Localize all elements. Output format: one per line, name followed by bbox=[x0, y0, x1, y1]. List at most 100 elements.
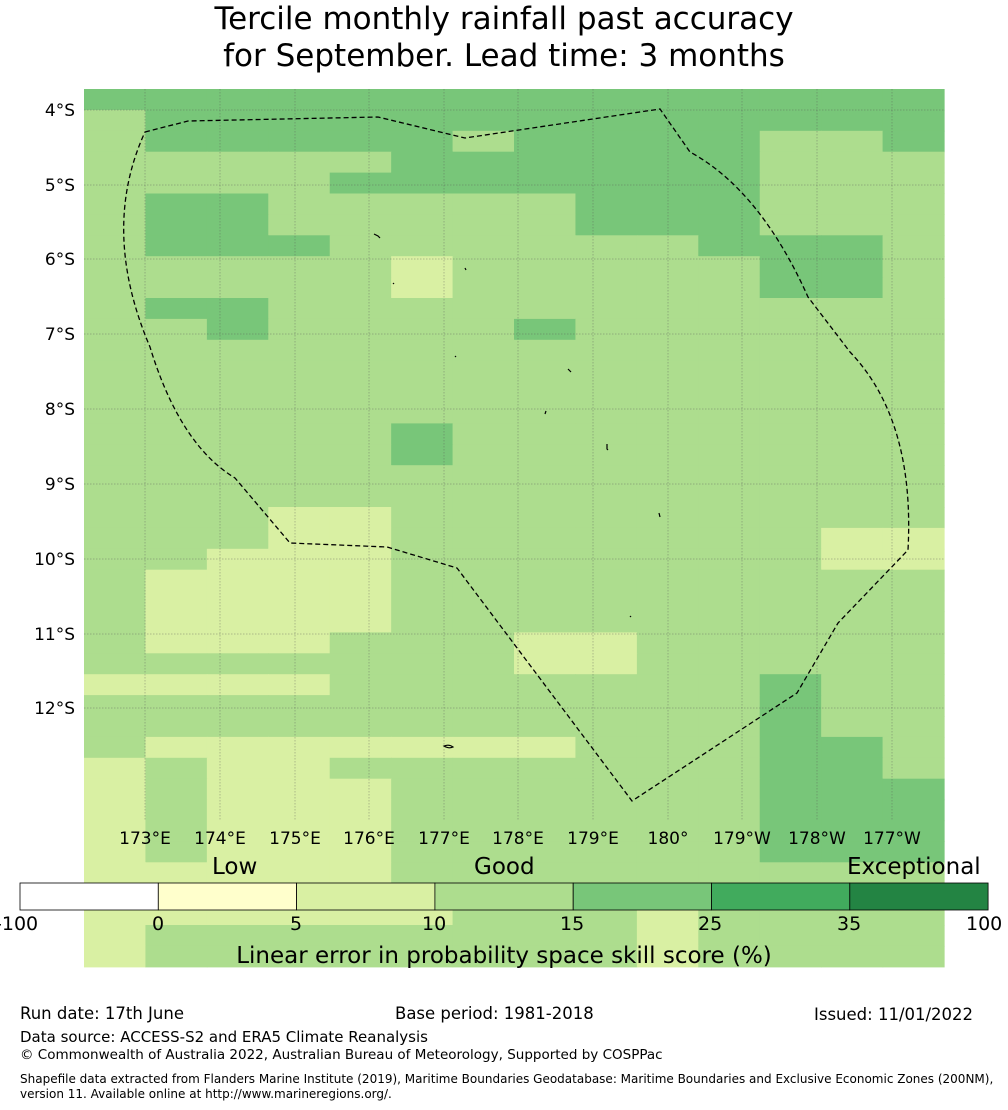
grid-cell bbox=[206, 820, 269, 842]
grid-cell bbox=[575, 256, 638, 278]
grid-cell bbox=[882, 590, 945, 613]
grid-cell bbox=[698, 109, 761, 132]
grid-cell bbox=[329, 590, 392, 613]
grid-cell bbox=[636, 841, 699, 863]
island-outline bbox=[544, 410, 547, 415]
grid-cell bbox=[391, 172, 454, 195]
grid-cell bbox=[575, 172, 638, 195]
grid-cell bbox=[329, 820, 392, 842]
grid-cell bbox=[329, 486, 392, 508]
grid-cell bbox=[821, 214, 884, 236]
grid-cell bbox=[882, 778, 945, 801]
grid-cell bbox=[329, 360, 392, 383]
grid-cell bbox=[759, 256, 822, 278]
grid-cell bbox=[882, 256, 945, 278]
grid-cell bbox=[452, 590, 515, 613]
grid-cell bbox=[821, 590, 884, 613]
grid-cell bbox=[575, 695, 638, 717]
grid-cell bbox=[329, 548, 392, 571]
grid-cell bbox=[575, 611, 638, 633]
grid-cell bbox=[329, 945, 392, 968]
grid-cell bbox=[84, 841, 147, 863]
grid-cell bbox=[575, 862, 638, 884]
grid-cell bbox=[329, 130, 392, 153]
grid-cell bbox=[575, 527, 638, 550]
grid-cell bbox=[391, 402, 454, 424]
grid-cell bbox=[145, 945, 208, 968]
grid-cell bbox=[759, 945, 822, 968]
grid-cell bbox=[329, 757, 392, 780]
grid-cell bbox=[145, 674, 208, 696]
grid-cell bbox=[452, 841, 515, 863]
grid-cell bbox=[452, 109, 515, 132]
grid-cell bbox=[821, 945, 884, 968]
grid-cell bbox=[821, 674, 884, 696]
grid-cell bbox=[882, 423, 945, 445]
grid-cell bbox=[636, 820, 699, 842]
grid-cell bbox=[268, 841, 331, 863]
grid-cell bbox=[452, 695, 515, 717]
grid-cell bbox=[206, 214, 269, 236]
grid-cell bbox=[821, 318, 884, 341]
grid-cell bbox=[759, 548, 822, 571]
grid-cell bbox=[759, 318, 822, 341]
grid-cell bbox=[145, 89, 208, 111]
grid-cell bbox=[514, 381, 577, 404]
grid-cell bbox=[821, 130, 884, 153]
grid-cell bbox=[514, 130, 577, 153]
grid-cell bbox=[84, 151, 147, 174]
grid-cell bbox=[206, 465, 269, 487]
grid-cell bbox=[698, 444, 761, 466]
grid-cell bbox=[145, 193, 208, 215]
grid-cell bbox=[514, 611, 577, 633]
grid-cell bbox=[452, 360, 515, 383]
grid-cell bbox=[206, 925, 269, 947]
grid-cell bbox=[759, 151, 822, 174]
grid-cell bbox=[268, 590, 331, 613]
grid-cell bbox=[759, 381, 822, 404]
grid-cell bbox=[268, 778, 331, 801]
grid-cell bbox=[84, 465, 147, 487]
colorbar bbox=[19, 882, 989, 911]
grid-cell bbox=[206, 778, 269, 801]
grid-cell bbox=[145, 381, 208, 404]
grid-cell bbox=[514, 841, 577, 863]
grid-cell bbox=[698, 381, 761, 404]
grid-cell bbox=[206, 318, 269, 341]
grid-cell bbox=[145, 486, 208, 508]
grid-cell bbox=[698, 277, 761, 299]
grid-cell bbox=[575, 360, 638, 383]
grid-cell bbox=[821, 507, 884, 529]
grid-cell bbox=[145, 339, 208, 362]
grid-cell bbox=[84, 653, 147, 675]
grid-cell bbox=[391, 235, 454, 257]
grid-cell bbox=[84, 569, 147, 592]
grid-cell bbox=[84, 736, 147, 759]
grid-cell bbox=[882, 277, 945, 299]
grid-cell bbox=[452, 569, 515, 592]
grid-cell bbox=[206, 423, 269, 445]
grid-cell bbox=[882, 130, 945, 153]
grid-cell bbox=[329, 611, 392, 633]
latitude-label: 10°S bbox=[34, 550, 75, 570]
grid-cell bbox=[759, 507, 822, 529]
grid-cell bbox=[268, 486, 331, 508]
grid-cell bbox=[514, 590, 577, 613]
grid-cell bbox=[698, 172, 761, 195]
grid-cell bbox=[268, 716, 331, 738]
grid-cell bbox=[452, 465, 515, 487]
run-date: Run date: 17th June bbox=[20, 1004, 184, 1023]
grid-cell bbox=[821, 841, 884, 863]
grid-cell bbox=[698, 339, 761, 362]
grid-cell bbox=[268, 381, 331, 404]
grid-cell bbox=[268, 799, 331, 822]
grid-cell bbox=[391, 214, 454, 236]
grid-cell bbox=[452, 527, 515, 550]
grid-cell bbox=[84, 256, 147, 278]
longitude-label: 177°E bbox=[418, 829, 470, 849]
grid-cell bbox=[636, 862, 699, 884]
longitude-label: 178°W bbox=[788, 829, 846, 849]
grid-cell bbox=[882, 716, 945, 738]
grid-cell bbox=[329, 778, 392, 801]
grid-cell bbox=[206, 360, 269, 383]
